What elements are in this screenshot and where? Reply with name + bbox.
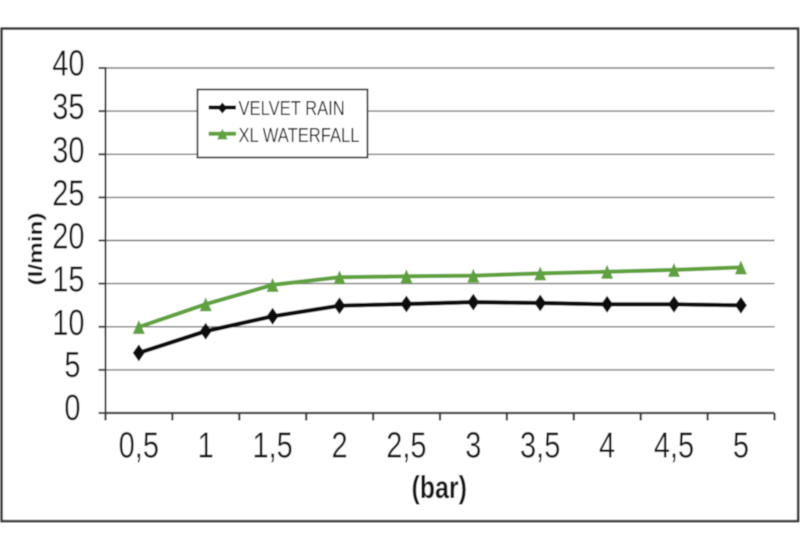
svg-text:5: 5 bbox=[733, 424, 749, 465]
svg-text:VELVET RAIN: VELVET RAIN bbox=[239, 96, 345, 119]
svg-text:10: 10 bbox=[52, 302, 84, 343]
svg-text:(l/min): (l/min) bbox=[24, 212, 46, 285]
svg-text:2,5: 2,5 bbox=[386, 424, 426, 465]
svg-text:3,5: 3,5 bbox=[520, 424, 560, 465]
svg-text:3: 3 bbox=[465, 424, 481, 465]
svg-text:(bar): (bar) bbox=[411, 469, 467, 504]
svg-text:5: 5 bbox=[64, 344, 80, 385]
svg-text:40: 40 bbox=[52, 43, 84, 84]
svg-text:15: 15 bbox=[52, 258, 84, 299]
svg-text:0,5: 0,5 bbox=[119, 424, 159, 465]
svg-text:30: 30 bbox=[52, 129, 84, 170]
svg-text:4,5: 4,5 bbox=[654, 424, 694, 465]
svg-text:0: 0 bbox=[64, 387, 80, 428]
svg-text:1,5: 1,5 bbox=[252, 424, 292, 465]
svg-text:4: 4 bbox=[599, 424, 615, 465]
svg-text:20: 20 bbox=[52, 215, 84, 256]
svg-text:1: 1 bbox=[198, 424, 214, 465]
svg-text:XL WATERFALL: XL WATERFALL bbox=[239, 123, 360, 146]
svg-text:2: 2 bbox=[331, 424, 347, 465]
svg-text:25: 25 bbox=[52, 172, 84, 213]
svg-text:35: 35 bbox=[52, 86, 84, 127]
